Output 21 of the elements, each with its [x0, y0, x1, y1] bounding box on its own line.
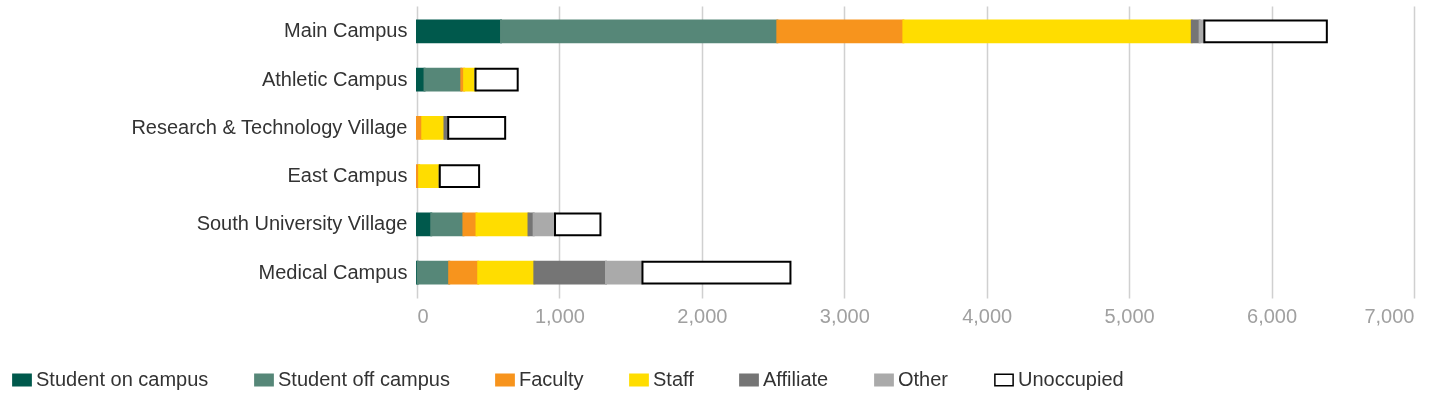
x-tick-label: 4,000	[962, 304, 1013, 327]
y-tick-label: Athletic Campus	[261, 67, 408, 90]
legend-label: Student off campus	[278, 368, 450, 390]
x-tick-label: 6,000	[1247, 304, 1298, 327]
legend-label: Staff	[653, 368, 695, 390]
y-tick-label: East Campus	[287, 164, 408, 187]
x-tick-label: 2,000	[677, 304, 728, 327]
legend-label: Faculty	[519, 368, 584, 390]
legend-label: Unoccupied	[1018, 368, 1124, 390]
legend-label: Affiliate	[763, 368, 829, 390]
x-tick-label: 1,000	[534, 304, 585, 327]
x-tick-label: 3,000	[819, 304, 870, 327]
legend-label: Student on campus	[36, 368, 209, 390]
y-tick-label: Medical Campus	[258, 260, 408, 283]
y-tick-label: Main Campus	[284, 19, 408, 42]
x-tick-label: 0	[417, 304, 429, 327]
y-tick-label: South University Village	[196, 212, 408, 235]
legend-label: Other	[898, 368, 949, 390]
y-tick-label: Research & Technology Village	[131, 115, 408, 138]
x-tick-label: 5,000	[1104, 304, 1155, 327]
x-tick-label: 7,000	[1364, 304, 1415, 327]
